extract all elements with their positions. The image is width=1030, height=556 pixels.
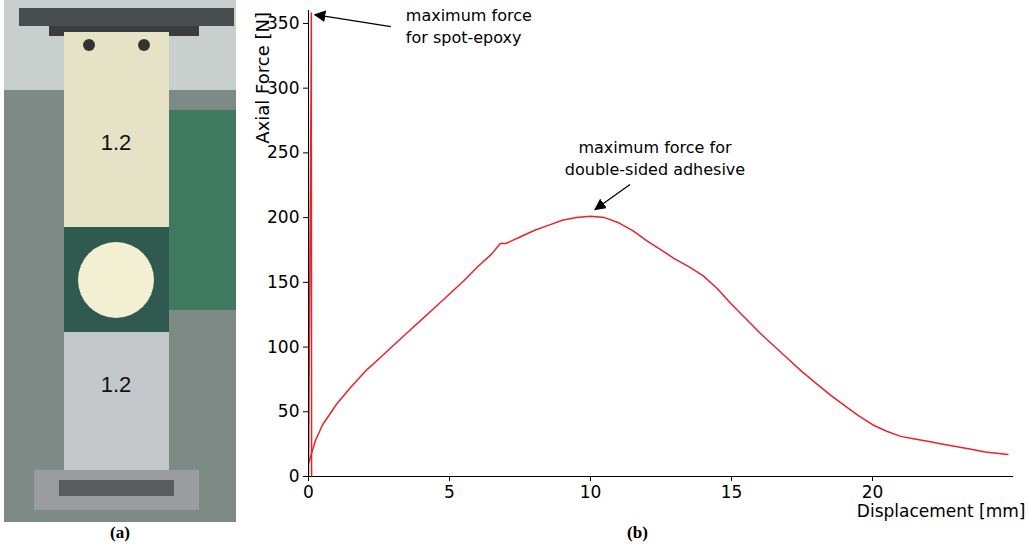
svg-text:100: 100 bbox=[267, 336, 299, 356]
svg-text:20: 20 bbox=[861, 482, 883, 502]
svg-text:0: 0 bbox=[288, 466, 299, 486]
svg-text:150: 150 bbox=[267, 272, 299, 292]
svg-text:1.2: 1.2 bbox=[101, 372, 132, 397]
svg-text:200: 200 bbox=[267, 207, 299, 227]
html-text:(b): (b) bbox=[627, 523, 648, 542]
html-text:(a): (a) bbox=[110, 523, 130, 542]
svg-text:10: 10 bbox=[579, 482, 601, 502]
svg-text:maximum forcefor spot-epoxy: maximum forcefor spot-epoxy bbox=[405, 6, 531, 47]
svg-text:5: 5 bbox=[444, 482, 455, 502]
svg-text:350: 350 bbox=[266, 12, 299, 33]
svg-text:15: 15 bbox=[720, 482, 742, 502]
svg-text:Displacement [mm]: Displacement [mm] bbox=[856, 501, 1025, 521]
svg-text:250: 250 bbox=[267, 142, 299, 162]
svg-text:300: 300 bbox=[266, 77, 299, 98]
svg-text:50: 50 bbox=[277, 401, 299, 421]
svg-text:Axial Force [N]: Axial Force [N] bbox=[252, 12, 273, 144]
svg-text:maximum force fordouble-sided: maximum force fordouble-sided adhesive bbox=[564, 138, 744, 179]
svg-text:1.2: 1.2 bbox=[101, 130, 132, 155]
svg-text:0: 0 bbox=[303, 482, 314, 502]
